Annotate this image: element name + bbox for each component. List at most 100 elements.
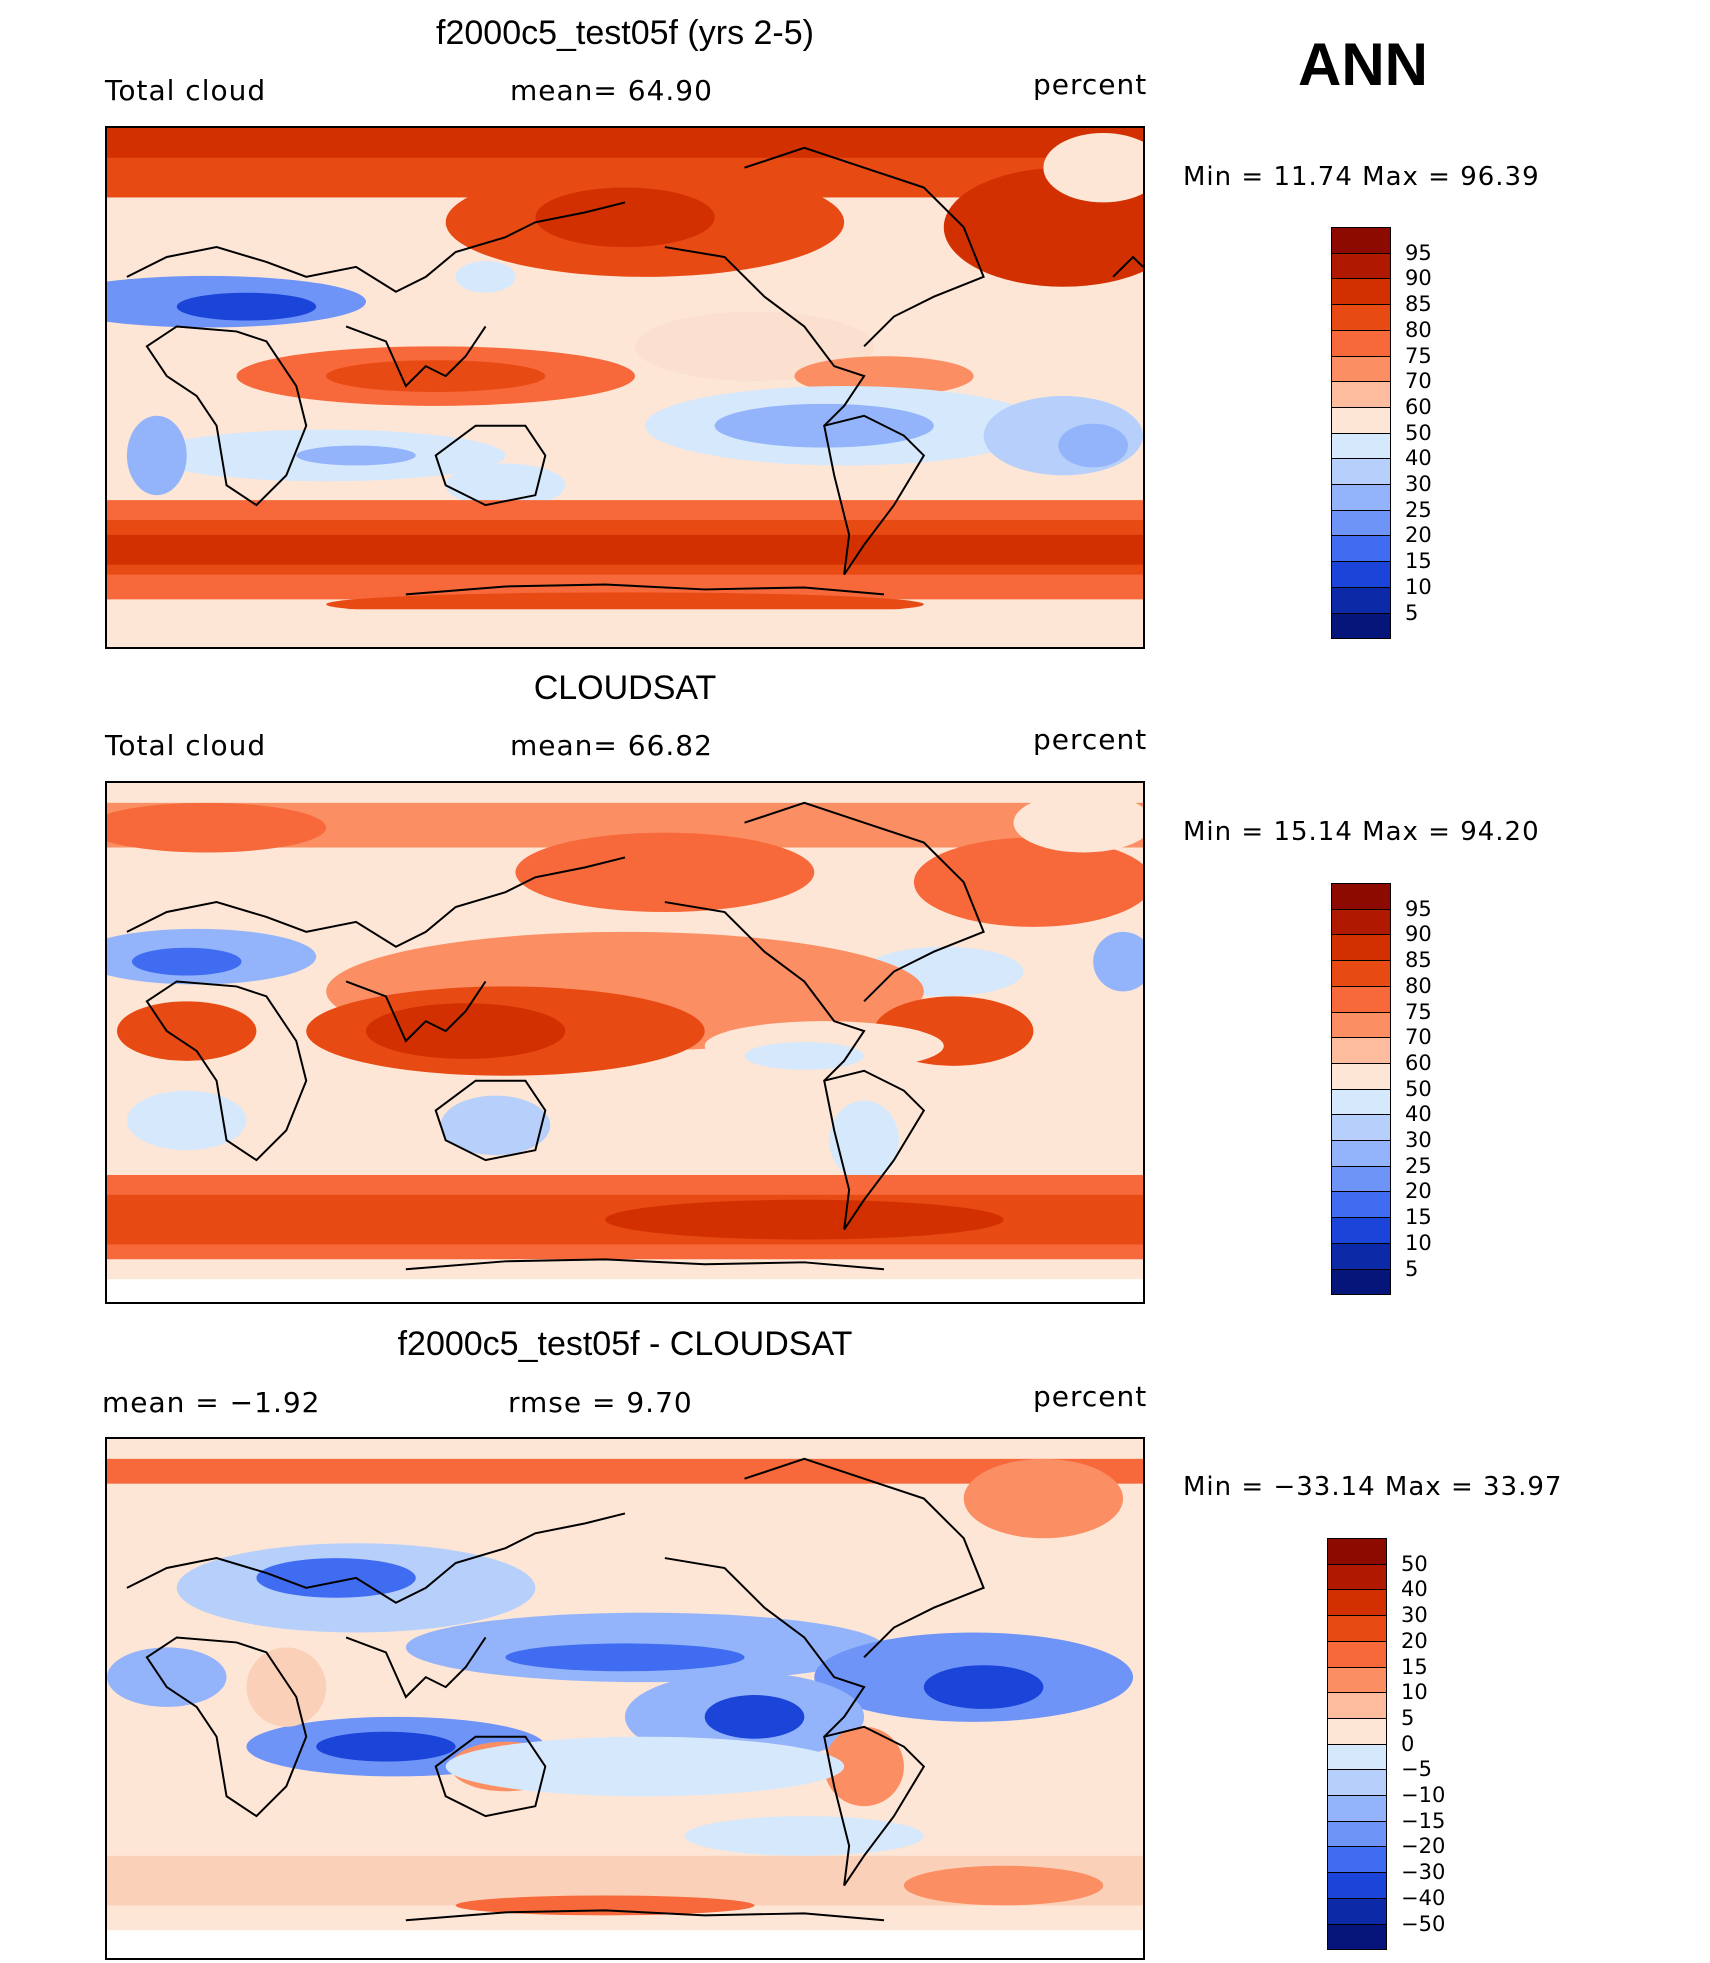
colorbar-label: 80 [1405,973,1432,998]
panel2-title: CLOUDSAT [533,669,717,707]
colorbar-label: 0 [1401,1731,1415,1756]
colorbar-label: 50 [1405,1076,1432,1101]
colorbar-swatch [1331,1268,1391,1296]
colorbar-swatch [1331,960,1391,987]
colorbar-label: −40 [1401,1885,1446,1910]
colorbar-swatch [1331,586,1391,614]
colorbar-swatch [1331,458,1391,485]
colorbar-label: 50 [1401,1551,1428,1576]
colorbar-swatch [1331,1140,1391,1167]
colorbar-label: −15 [1401,1808,1446,1833]
colorbar-label: 15 [1405,549,1432,574]
colorbar-label: 90 [1405,266,1432,291]
panel2-map [105,781,1145,1304]
colorbar-label: 80 [1405,317,1432,342]
colorbar-swatch [1331,509,1391,537]
colorbar-swatch [1331,432,1391,460]
colorbar-swatch [1331,1088,1391,1116]
panel3-minmax: Min = −33.14 Max = 33.97 [1183,1472,1563,1502]
colorbar-label: 50 [1405,420,1432,445]
colorbar-swatch [1331,1191,1391,1219]
colorbar-label: −50 [1401,1911,1446,1936]
colorbar-swatch [1331,908,1391,936]
colorbar-label: 70 [1405,1025,1432,1050]
colorbar-swatch [1331,985,1391,1013]
colorbar-swatch [1331,883,1391,910]
colorbar-swatch [1331,329,1391,357]
panel3-mean: mean = −1.92 [102,1386,321,1419]
colorbar-label: 15 [1401,1654,1428,1679]
colorbar-label: 15 [1405,1205,1432,1230]
colorbar-label: 5 [1405,600,1419,625]
panel1-title: f2000c5_test05f (yrs 2-5) [436,14,814,52]
colorbar-label: 20 [1405,523,1432,548]
colorbar-label: 75 [1405,999,1432,1024]
colorbar-label: −20 [1401,1834,1446,1859]
panel2-mean: mean= 66.82 [510,729,713,762]
colorbar-swatch [1331,1037,1391,1064]
panel1-minmax: Min = 11.74 Max = 96.39 [1183,162,1540,192]
panel1-map-svg [107,128,1143,647]
colorbar-label: 20 [1405,1179,1432,1204]
colorbar-swatch [1331,278,1391,306]
colorbar-label: 90 [1405,922,1432,947]
panel3-map [105,1437,1145,1960]
colorbar-label: 70 [1405,369,1432,394]
panel3-rmse: rmse = 9.70 [508,1386,693,1419]
colorbar-swatch [1331,304,1391,331]
colorbar-swatch [1331,1114,1391,1141]
colorbar-swatch [1331,406,1391,434]
colorbar-label: 25 [1405,497,1432,522]
panel3-map-svg [107,1439,1143,1958]
colorbar-label: −10 [1401,1783,1446,1807]
colorbar-swatch [1331,612,1391,640]
panel1-mean: mean= 64.90 [510,74,713,107]
colorbar-label: 85 [1405,948,1432,973]
colorbar-label: 30 [1405,472,1432,496]
colorbar-swatch [1327,1769,1387,1796]
colorbar-swatch [1327,1872,1387,1899]
colorbar-swatch [1327,1589,1387,1617]
colorbar-swatch [1331,227,1391,254]
colorbar-swatch [1327,1666,1387,1694]
colorbar-label: 20 [1401,1628,1428,1653]
colorbar-label: 75 [1405,343,1432,368]
colorbar-swatch [1331,1062,1391,1090]
season-label: ANN [1298,31,1428,98]
colorbar-swatch [1331,1217,1391,1244]
colorbar-label: 30 [1405,1128,1432,1152]
panel3-title: f2000c5_test05f - CLOUDSAT [397,1325,853,1363]
colorbar-swatch [1331,535,1391,563]
colorbar-label: 40 [1405,446,1432,471]
colorbar-swatch [1327,1846,1387,1874]
colorbar-swatch [1331,561,1391,588]
panel2-units: percent [1033,723,1148,756]
colorbar-swatch [1327,1640,1387,1668]
panel2-field-label: Total cloud [105,729,267,762]
colorbar-label: 40 [1405,1102,1432,1127]
colorbar-swatch [1327,1795,1387,1822]
colorbar-swatch [1327,1897,1387,1925]
colorbar-swatch [1331,381,1391,408]
panel3-units: percent [1033,1380,1148,1413]
colorbar-label: 10 [1405,574,1432,599]
panel1-field-label: Total cloud [105,74,267,107]
colorbar-label: −30 [1401,1860,1446,1885]
colorbar-label: 25 [1405,1153,1432,1178]
colorbar-swatch [1331,355,1391,383]
panel2-minmax: Min = 15.14 Max = 94.20 [1183,817,1540,847]
colorbar-swatch [1327,1538,1387,1565]
colorbar-swatch [1331,1242,1391,1270]
colorbar-swatch [1331,1011,1391,1039]
panel2-map-svg [107,783,1143,1302]
colorbar-swatch [1327,1563,1387,1591]
colorbar-swatch [1327,1743,1387,1771]
colorbar-label: 60 [1405,394,1432,419]
colorbar-label: 60 [1405,1050,1432,1075]
colorbar-label: 10 [1405,1230,1432,1255]
colorbar-swatch [1327,1692,1387,1719]
panel1-map [105,126,1145,649]
colorbar-label: 5 [1405,1256,1419,1281]
colorbar-swatch [1331,1165,1391,1193]
colorbar-swatch [1327,1820,1387,1848]
